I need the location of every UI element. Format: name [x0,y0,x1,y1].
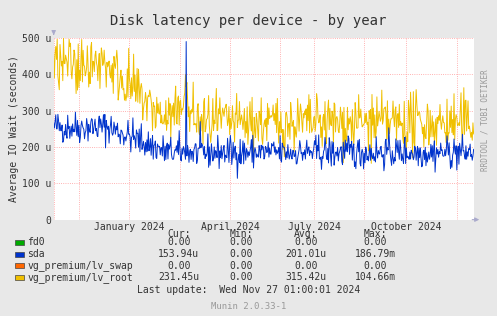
Text: 104.66m: 104.66m [355,272,396,283]
Text: 0.00: 0.00 [363,237,387,247]
Text: Munin 2.0.33-1: Munin 2.0.33-1 [211,302,286,311]
Text: sda: sda [27,249,45,259]
Text: 153.94u: 153.94u [159,249,199,259]
Text: 0.00: 0.00 [294,237,318,247]
Text: Max:: Max: [363,229,387,239]
Text: Min:: Min: [229,229,253,239]
Text: vg_premium/lv_root: vg_premium/lv_root [27,272,133,283]
Text: Disk latency per device - by year: Disk latency per device - by year [110,14,387,28]
Text: 0.00: 0.00 [167,261,191,271]
Text: 0.00: 0.00 [167,237,191,247]
Text: RRDTOOL / TOBI OETIKER: RRDTOOL / TOBI OETIKER [481,69,490,171]
Y-axis label: Average IO Wait (seconds): Average IO Wait (seconds) [9,55,19,202]
Text: fd0: fd0 [27,237,45,247]
Text: 0.00: 0.00 [229,249,253,259]
Text: 0.00: 0.00 [229,261,253,271]
Text: Last update:  Wed Nov 27 01:00:01 2024: Last update: Wed Nov 27 01:00:01 2024 [137,285,360,295]
Text: 231.45u: 231.45u [159,272,199,283]
Text: 186.79m: 186.79m [355,249,396,259]
Text: Cur:: Cur: [167,229,191,239]
Text: 0.00: 0.00 [294,261,318,271]
Text: Avg:: Avg: [294,229,318,239]
Text: 315.42u: 315.42u [285,272,326,283]
Text: 0.00: 0.00 [229,272,253,283]
Text: 201.01u: 201.01u [285,249,326,259]
Text: vg_premium/lv_swap: vg_premium/lv_swap [27,260,133,271]
Text: 0.00: 0.00 [229,237,253,247]
Text: 0.00: 0.00 [363,261,387,271]
